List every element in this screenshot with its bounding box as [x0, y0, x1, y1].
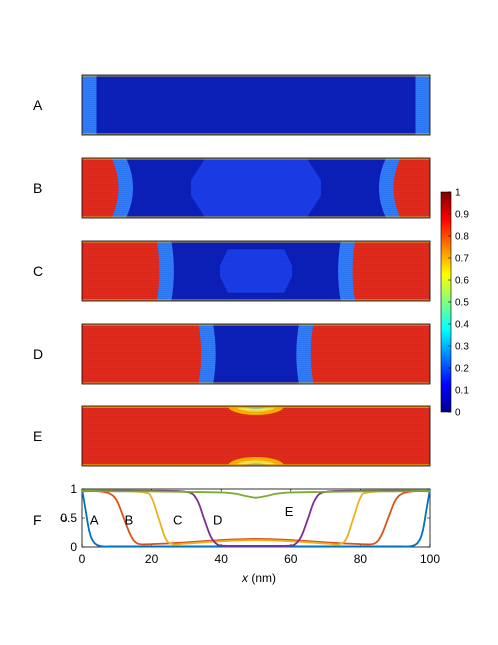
colorbar-tick-label: 0.5 [455, 298, 469, 309]
colorbar-tick-label: 0.3 [455, 342, 469, 353]
curve-label-b: B [125, 513, 134, 528]
mesh-lines [82, 324, 430, 384]
colorbar-ticks: 0 0.1 0.2 0.3 0.4 0.5 0.6 0.7 0.8 0.9 1 [448, 188, 469, 419]
line-plot-panel: F c x (nm) 0 20 40 60 80 100 0 0.5 1 A B C D E [33, 482, 440, 585]
heatmap-panel-d: D [33, 323, 431, 385]
panel-label-e: E [33, 428, 42, 444]
panel-frame [81, 323, 431, 385]
mesh-lines [82, 158, 430, 218]
colorbar-tick-label: 0.9 [455, 210, 469, 221]
colorbar-tick-label: 0 [455, 408, 461, 419]
panel-frame [81, 157, 431, 219]
x-tick-label: 80 [354, 552, 368, 566]
y-tick-label: 0 [70, 540, 77, 554]
mesh-lines [82, 241, 430, 301]
colorbar-tick-label: 1 [455, 188, 461, 199]
colorbar-tick-label: 0.1 [455, 386, 469, 397]
series-line-c [81, 489, 431, 546]
mesh-lines [82, 75, 430, 135]
x-tick-label: 40 [215, 552, 229, 566]
heatmap-panel-a: A [33, 74, 431, 136]
panel-label-c: C [33, 263, 43, 279]
y-tick-label: 1 [70, 482, 77, 496]
panel-label-a: A [33, 97, 43, 113]
x-tick-label: 20 [145, 552, 159, 566]
colorbar: 0 0.1 0.2 0.3 0.4 0.5 0.6 0.7 0.8 0.9 1 [440, 188, 469, 419]
x-tick-label: 100 [420, 552, 440, 566]
panel-frame [81, 240, 431, 302]
x-tick-label: 60 [284, 552, 298, 566]
colorbar-tick-label: 0.8 [455, 232, 469, 243]
heatmap-panel-b: B [33, 157, 431, 219]
colorbar-tick-label: 0.6 [455, 276, 469, 287]
svg-text:x (nm): x (nm) [241, 571, 276, 585]
heatmap-panel-c: C [33, 240, 431, 302]
heatmap-panel-e: E [33, 405, 431, 467]
panel-label-b: B [33, 180, 42, 196]
y-axis-label: c [56, 516, 70, 522]
series-line-e [81, 489, 431, 499]
panel-label-d: D [33, 346, 43, 362]
colorbar-tick-label: 0.2 [455, 364, 469, 375]
colorbar-tick-label: 0.4 [455, 320, 469, 331]
curve-label-e: E [285, 504, 294, 519]
mesh-lines [82, 406, 430, 466]
panel-label-f: F [33, 512, 42, 528]
panel-frame [81, 74, 431, 136]
x-axis-label: x (nm) [241, 571, 276, 585]
concentration-heatmaps: A B C D E [33, 74, 431, 467]
y-tick-label: 0.5 [60, 511, 77, 525]
x-tick-label: 0 [79, 552, 86, 566]
curve-label-d: D [213, 513, 222, 528]
curve-label-a: A [90, 513, 99, 528]
plot-frame [81, 488, 431, 548]
series-line-b [81, 490, 431, 546]
curve-label-c: C [173, 513, 182, 528]
colorbar-tick-label: 0.7 [455, 254, 469, 265]
panel-frame [81, 405, 431, 467]
series-line-d [81, 489, 431, 547]
